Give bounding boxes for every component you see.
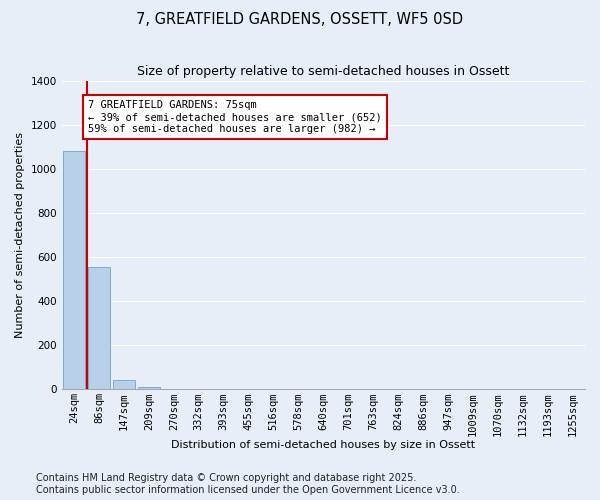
Text: 7 GREATFIELD GARDENS: 75sqm
← 39% of semi-detached houses are smaller (652)
59% : 7 GREATFIELD GARDENS: 75sqm ← 39% of sem…	[88, 100, 382, 134]
Text: Contains HM Land Registry data © Crown copyright and database right 2025.
Contai: Contains HM Land Registry data © Crown c…	[36, 474, 460, 495]
Text: 7, GREATFIELD GARDENS, OSSETT, WF5 0SD: 7, GREATFIELD GARDENS, OSSETT, WF5 0SD	[136, 12, 464, 28]
Y-axis label: Number of semi-detached properties: Number of semi-detached properties	[15, 132, 25, 338]
Bar	[88, 267, 110, 390]
Bar	[63, 151, 85, 390]
Bar	[137, 387, 160, 390]
Bar	[113, 380, 135, 390]
X-axis label: Distribution of semi-detached houses by size in Ossett: Distribution of semi-detached houses by …	[171, 440, 475, 450]
Title: Size of property relative to semi-detached houses in Ossett: Size of property relative to semi-detach…	[137, 65, 509, 78]
